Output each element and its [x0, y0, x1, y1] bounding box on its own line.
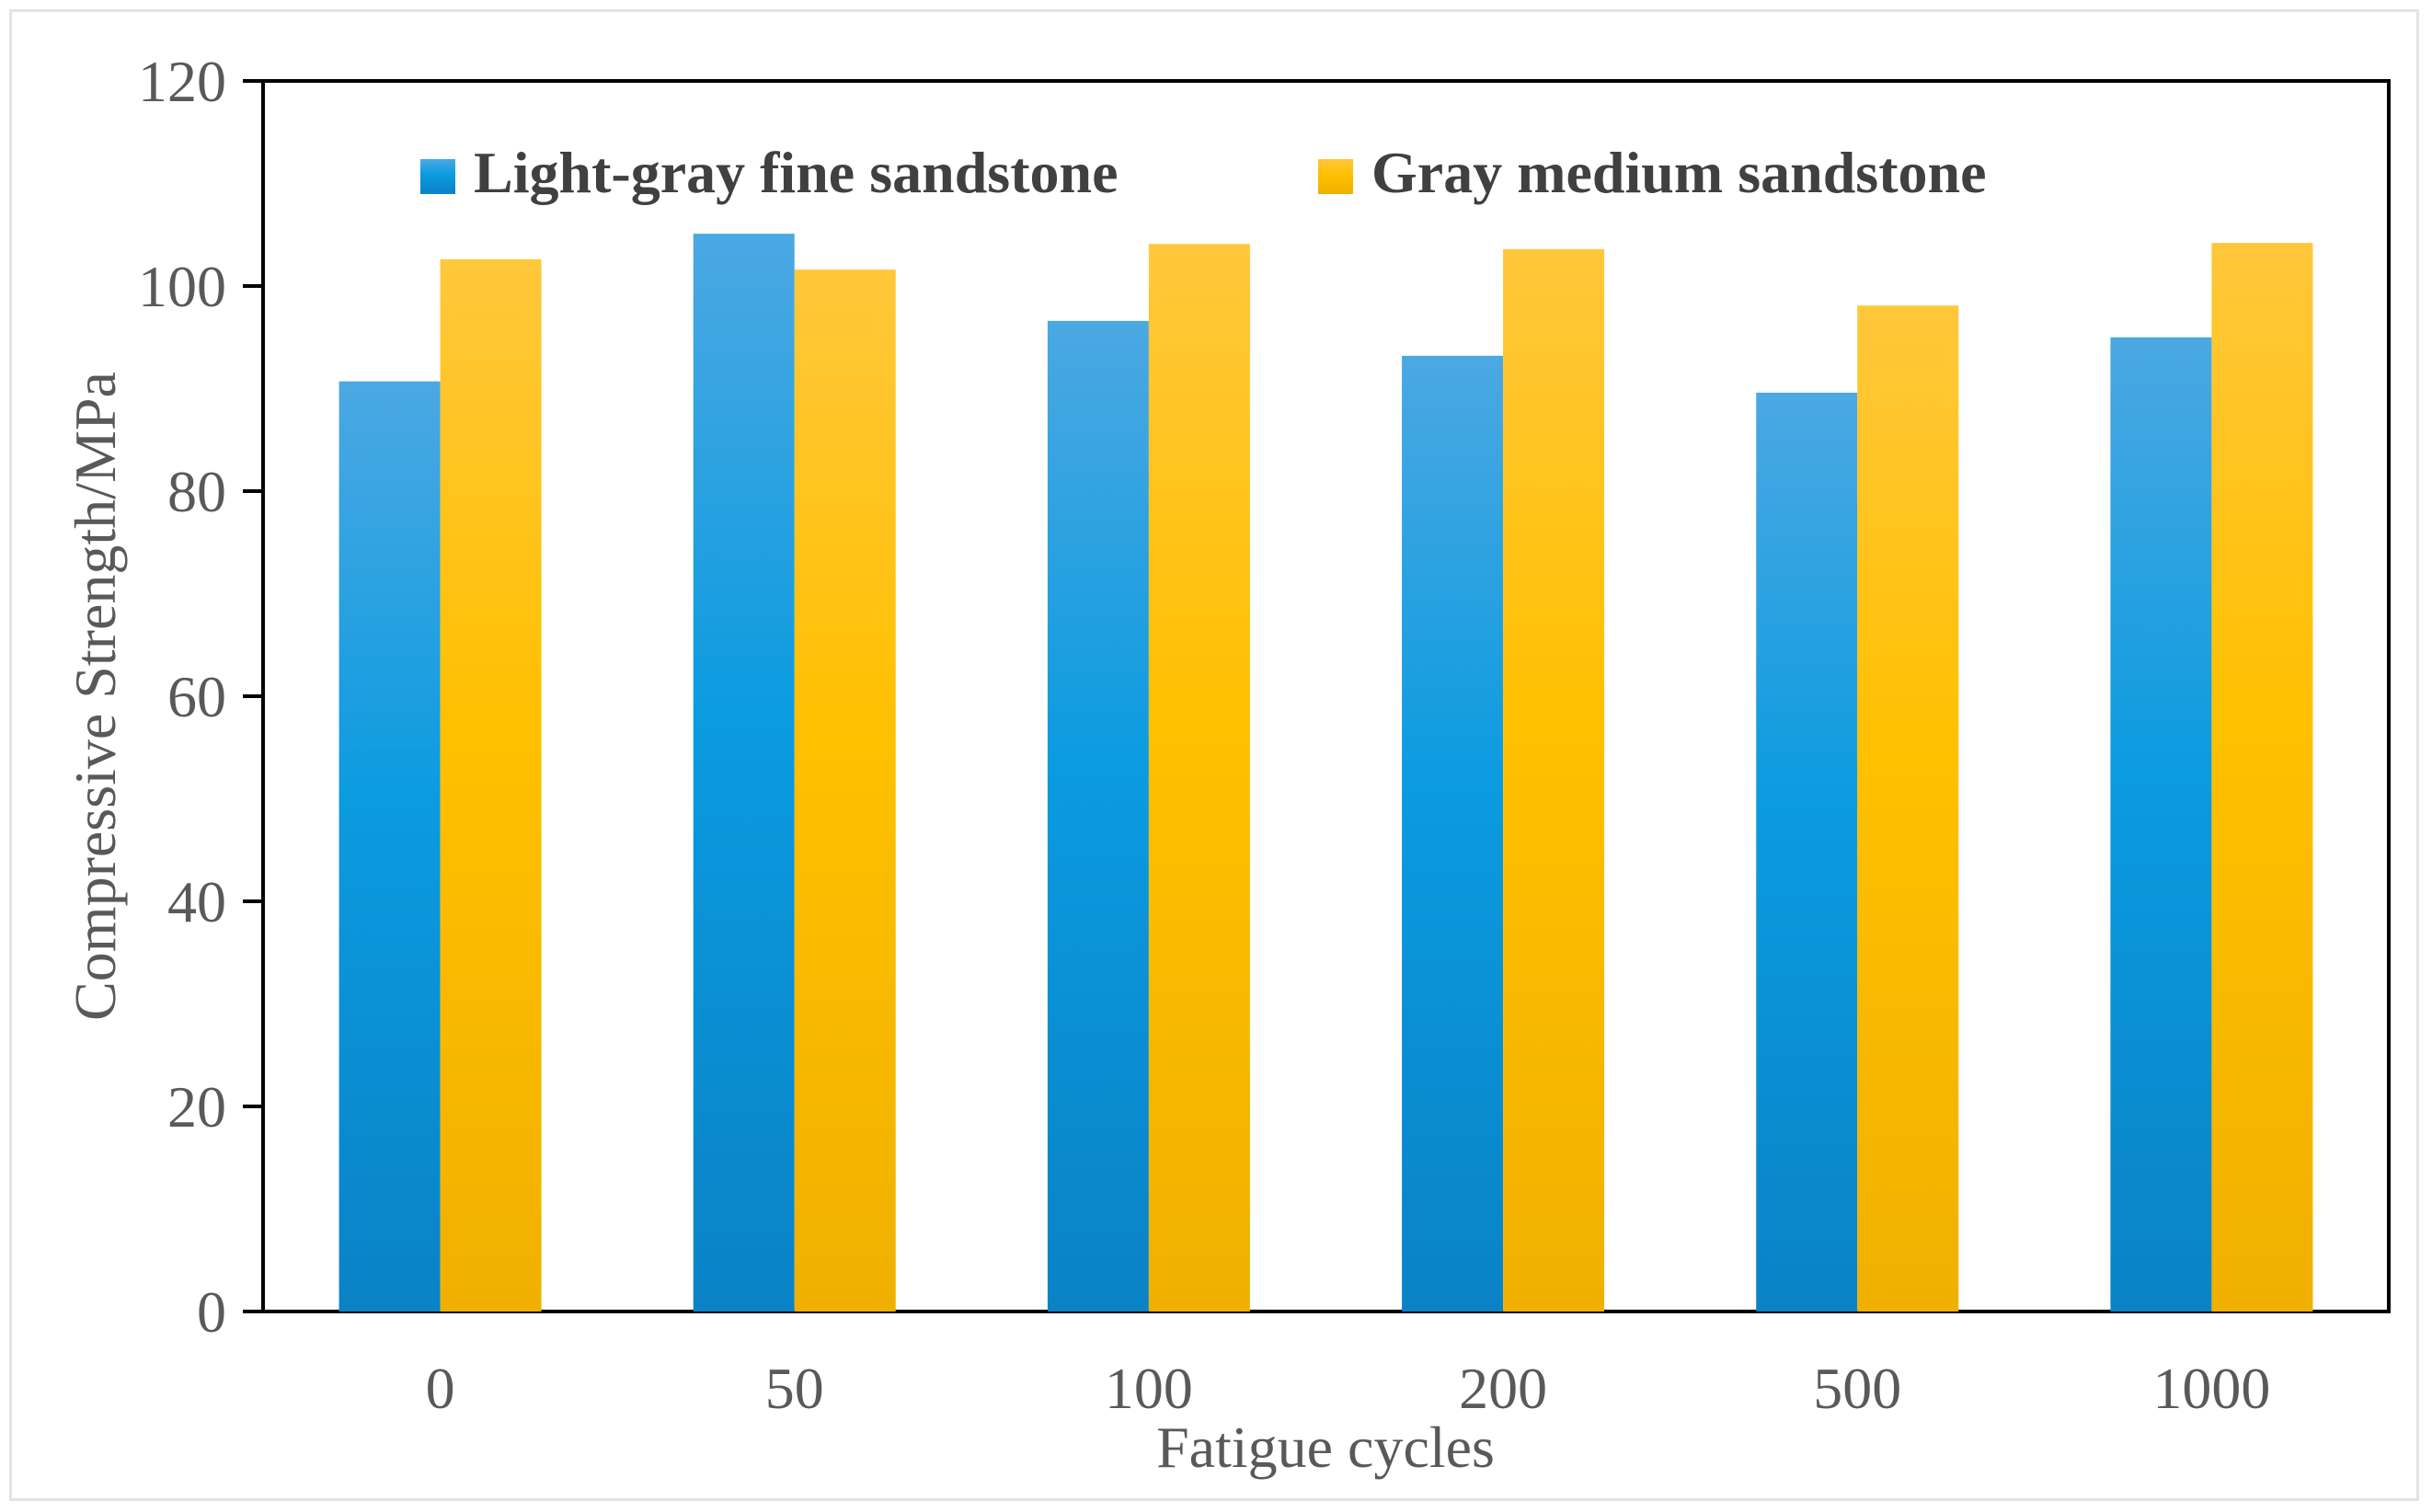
- plot-area: [261, 79, 2391, 1313]
- bars-layer: [338, 234, 2313, 1312]
- legend-label-light-gray-fine-sandstone: Light-gray fine sandstone: [474, 140, 1118, 205]
- x-axis-title: Fatigue cycles: [1156, 1415, 1495, 1480]
- bar-gray-medium-sandstone-0: [440, 259, 542, 1312]
- y-axis-title: Compressive Strength/MPa: [63, 372, 128, 1021]
- x-tick-label-0: 0: [426, 1356, 455, 1421]
- x-tick-label-50: 50: [765, 1356, 824, 1421]
- y-tick-label-60: 60: [167, 664, 226, 729]
- y-tick-label-40: 40: [167, 869, 226, 934]
- bar-gray-medium-sandstone-100: [1148, 244, 1250, 1312]
- chart-frame: 0 20 40 60 80 100 120 0 50 100 200 500 1000 Compres…: [9, 9, 2419, 1501]
- bar-light-gray-fine-sandstone-50: [693, 234, 795, 1312]
- bar-light-gray-fine-sandstone-500: [1756, 392, 1858, 1312]
- bar-gray-medium-sandstone-1000: [2211, 243, 2313, 1312]
- bar-light-gray-fine-sandstone-0: [338, 381, 441, 1312]
- y-axis-ticks: 0 20 40 60 80 100 120: [138, 49, 263, 1345]
- y-tick-label-20: 20: [167, 1074, 226, 1140]
- bar-gray-medium-sandstone-500: [1857, 305, 1959, 1312]
- legend-label-gray-medium-sandstone: Gray medium sandstone: [1371, 140, 1987, 205]
- bar-light-gray-fine-sandstone-200: [1402, 355, 1504, 1312]
- bar-chart: 0 20 40 60 80 100 120 0 50 100 200 500 1000 Compres…: [63, 49, 2391, 1480]
- legend-swatch-gray-medium-sandstone: [1318, 159, 1353, 194]
- bar-light-gray-fine-sandstone-1000: [2110, 337, 2212, 1312]
- y-tick-label-80: 80: [167, 459, 226, 524]
- bar-gray-medium-sandstone-50: [794, 269, 896, 1312]
- y-tick-label-120: 120: [138, 49, 226, 114]
- y-tick-label-100: 100: [138, 254, 226, 319]
- x-tick-label-100: 100: [1105, 1356, 1193, 1421]
- x-tick-label-1000: 1000: [2152, 1356, 2270, 1421]
- legend-swatch-light-gray-fine-sandstone: [420, 159, 455, 194]
- y-tick-label-0: 0: [197, 1279, 226, 1345]
- bar-light-gray-fine-sandstone-100: [1047, 320, 1149, 1312]
- bar-gray-medium-sandstone-200: [1503, 248, 1605, 1312]
- x-axis-ticks: 0 50 100 200 500 1000: [426, 1356, 2271, 1421]
- x-tick-label-500: 500: [1813, 1356, 1901, 1421]
- x-tick-label-200: 200: [1459, 1356, 1547, 1421]
- legend: Light-gray fine sandstone Gray medium sa…: [420, 140, 1987, 205]
